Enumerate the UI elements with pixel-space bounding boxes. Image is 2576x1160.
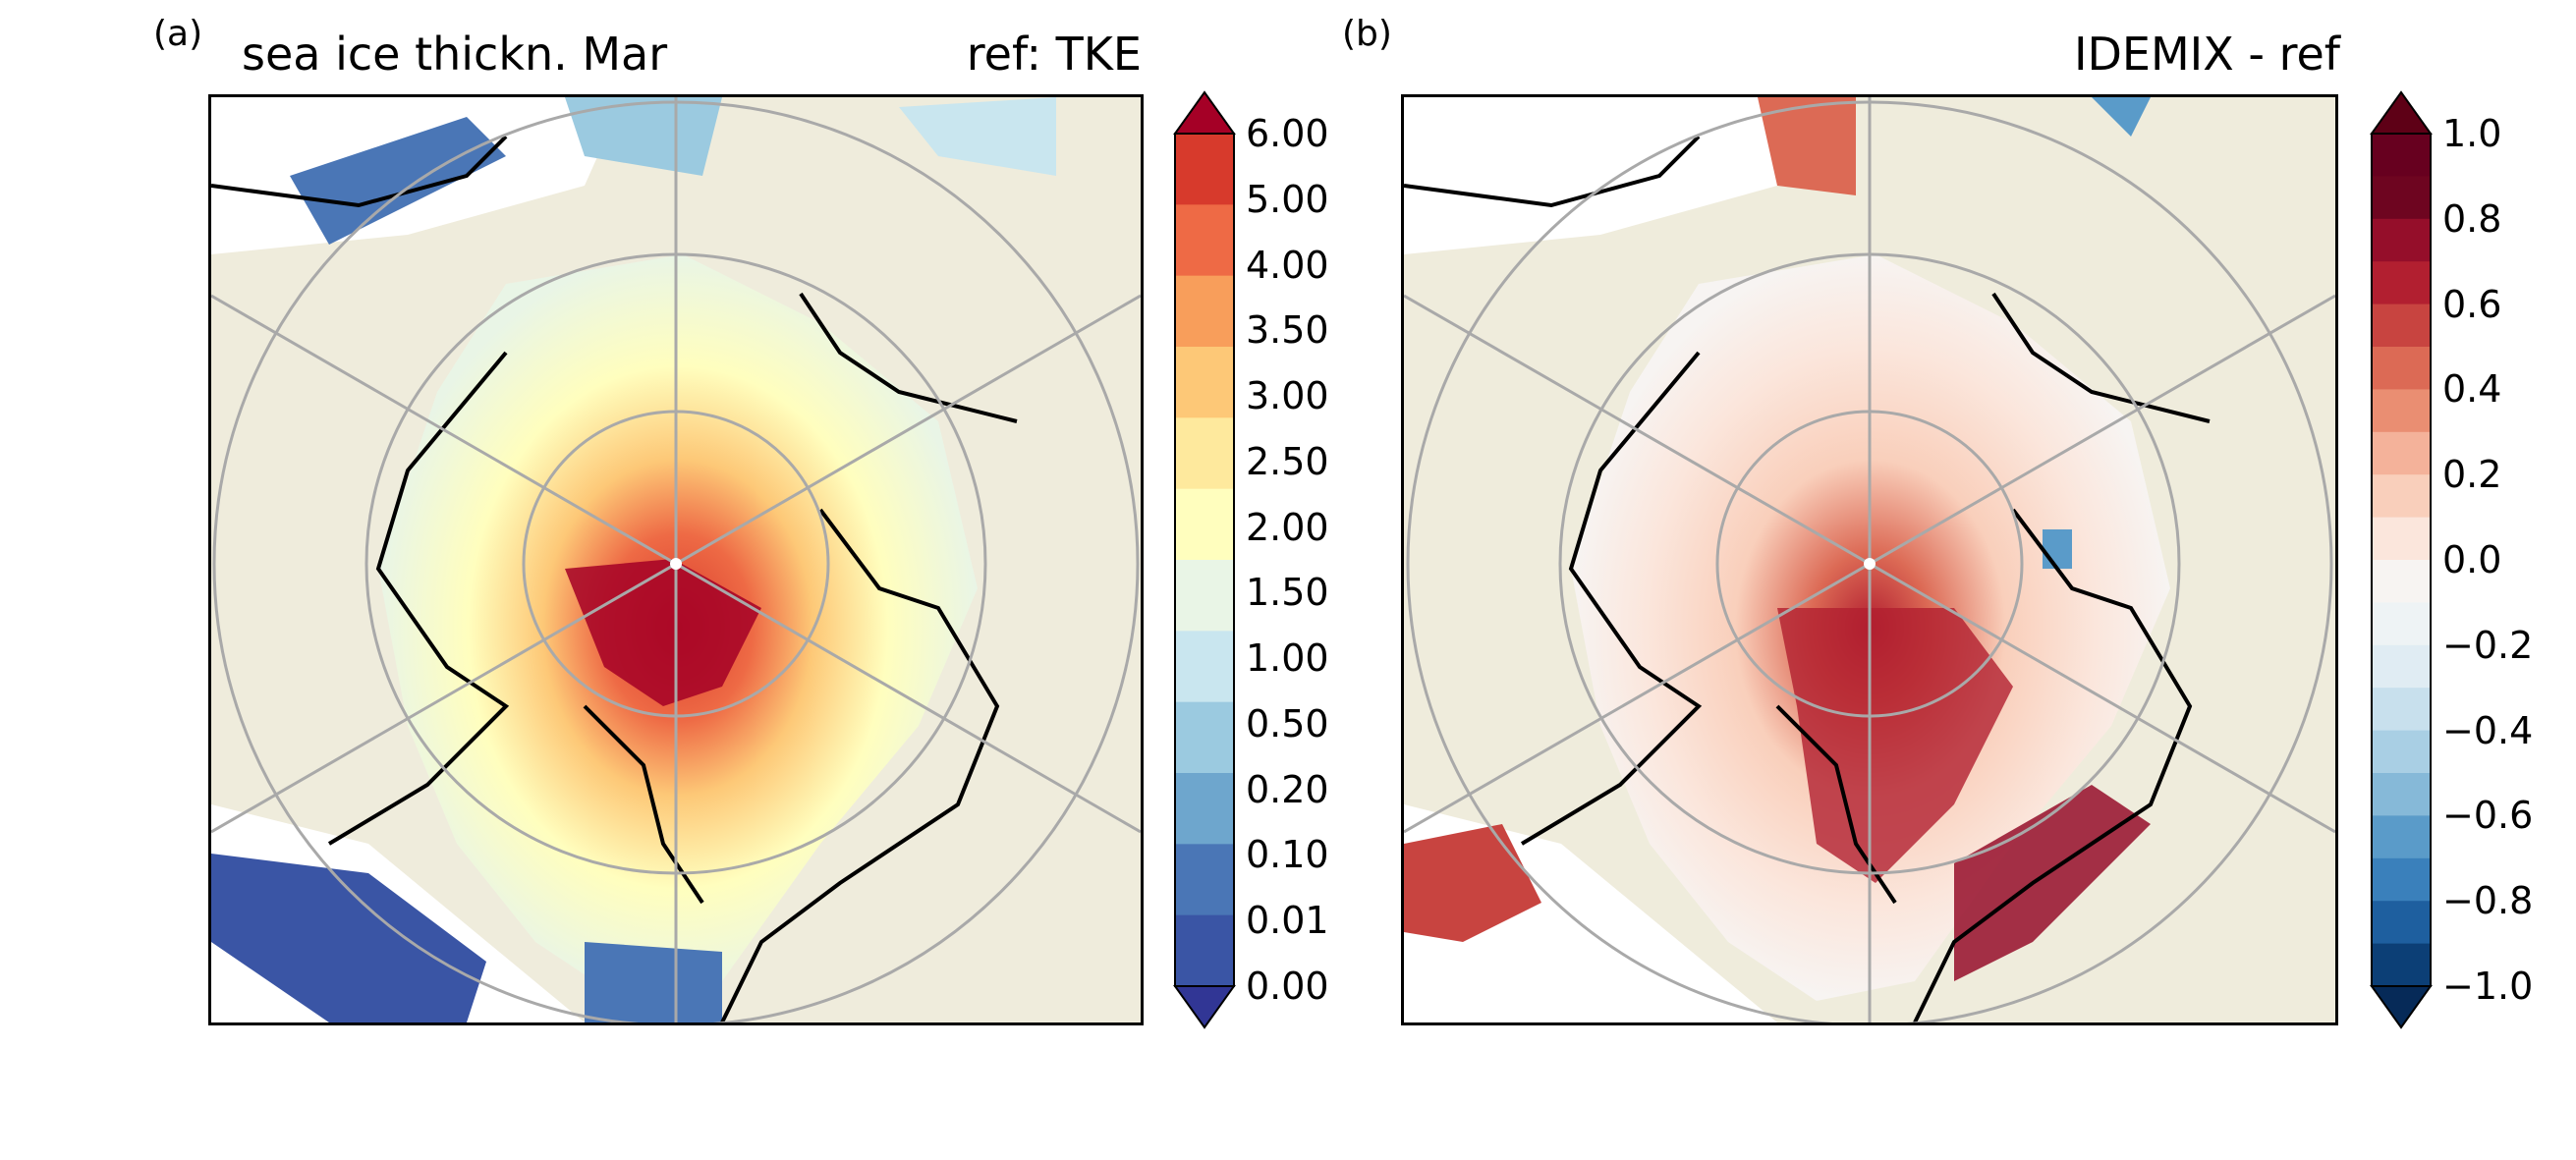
north-pole-marker	[670, 558, 682, 570]
panel-b-colorbar-tick-label: −0.4	[2442, 708, 2534, 752]
panel-b-colorbar-segment	[2372, 815, 2431, 859]
panel-a-colorbar-segment	[1175, 347, 1234, 418]
thick-ice-region	[565, 559, 761, 706]
panel-a-colorbar-tick-label: 0.20	[1246, 767, 1329, 811]
panel-b-colorbar-tick-label: −0.8	[2442, 879, 2534, 923]
panel-b-colorbar-segment	[2372, 943, 2431, 987]
panel-b-colorbar-tick-label: 0.2	[2442, 453, 2502, 497]
panel-b-colorbar-tick-label: −0.2	[2442, 623, 2534, 667]
panel-a-colorbar-border	[1174, 133, 1235, 987]
panel-b-colorbar-tick-label: 0.4	[2442, 367, 2502, 412]
ice-band-south	[585, 942, 722, 1022]
panel-b-colorbar-segment	[2372, 644, 2431, 689]
panel-a-colorbar-segment	[1175, 204, 1234, 277]
panel-b-tag: (b)	[1342, 14, 1392, 54]
north-pole-marker	[1864, 558, 1876, 570]
ice-band-topright	[899, 97, 1056, 176]
panel-b-colorbar-segment	[2372, 134, 2431, 177]
panel-a-colorbar-tick-label: 0.10	[1246, 833, 1329, 877]
panel-a-colorbar-tick-label: 1.00	[1246, 636, 1329, 681]
panel-a-colorbar-svg	[1173, 90, 1236, 1029]
positive-anomaly-region-north	[1758, 97, 1856, 195]
negative-anomaly-spot	[2043, 529, 2072, 569]
panel-b-colorbar-segment	[2372, 218, 2431, 262]
panel-a-colorbar-segment	[1175, 488, 1234, 561]
ice-band-southwest	[211, 854, 486, 1022]
panel-b-colorbar-over-extension	[2370, 90, 2433, 135]
positive-anomaly-region-west	[1404, 824, 1541, 942]
panel-b-colorbar-segment	[2372, 688, 2431, 732]
panel-b-colorbar-segment	[2372, 517, 2431, 561]
panel-b-colorbar-tick-label: 0.6	[2442, 282, 2502, 326]
panel-b-colorbar-segment	[2372, 389, 2431, 433]
panel-a-colorbar-segment	[1175, 560, 1234, 632]
panel-b-colorbar-tick-label: 1.0	[2442, 112, 2502, 155]
panel-b-colorbar-segment	[2372, 730, 2431, 774]
panel-a-colorbar-segment	[1175, 914, 1234, 987]
panel-a-colorbar	[1173, 90, 1236, 1029]
panel-b-colorbar-segment	[2372, 901, 2431, 945]
panel-b-colorbar-border	[2371, 133, 2432, 987]
panel-a-colorbar-segment	[1175, 773, 1234, 845]
panel-a-colorbar-segment	[1175, 631, 1234, 703]
panel-a-colorbar-segment	[1175, 844, 1234, 916]
panel-b-colorbar-tick-label: −0.6	[2442, 794, 2534, 838]
panel-b-colorbar-segment	[2372, 474, 2431, 519]
panel-a-ref-label: ref: TKE	[966, 28, 1142, 81]
ocean-north	[1404, 97, 1817, 254]
coastlines	[211, 135, 1018, 1022]
panel-a-colorbar-segment	[1175, 701, 1234, 774]
panel-b-colorbar-segment	[2372, 857, 2431, 902]
panel-a-colorbar-tick-label: 2.00	[1246, 505, 1329, 549]
panel-a-colorbar-tick-label: 2.50	[1246, 439, 1329, 483]
coastlines	[1404, 135, 2211, 1022]
panel-a-colorbar-tick-label: 3.00	[1246, 374, 1329, 418]
panel-b-map	[1401, 94, 2338, 1025]
panel-b-colorbar-tick-label: −1.0	[2442, 965, 2534, 1008]
ice-band-top	[565, 97, 722, 176]
panel-b-colorbar-segment	[2372, 304, 2431, 348]
panel-a-colorbar-tick-label: 0.00	[1246, 965, 1329, 1008]
panel-b-colorbar-svg	[2370, 90, 2433, 1029]
panel-a-colorbar-tick-label: 3.50	[1246, 308, 1329, 353]
panel-b-map-svg	[1404, 97, 2335, 1022]
panel-a-colorbar-tick-label: 1.50	[1246, 571, 1329, 615]
panel-b-colorbar-segment	[2372, 176, 2431, 220]
panel-a-colorbar-tick-label: 6.00	[1246, 112, 1329, 155]
negative-anomaly-region-north	[2092, 97, 2151, 137]
panel-b-colorbar-segment	[2372, 560, 2431, 603]
panel-a-colorbar-under-extension	[1173, 985, 1236, 1029]
panel-a-colorbar-segment	[1175, 134, 1234, 205]
panel-a-colorbar-segment	[1175, 275, 1234, 348]
ice-band-north	[290, 117, 506, 245]
panel-a-colorbar-segment	[1175, 417, 1234, 490]
panel-a-colorbar-tick-label: 4.00	[1246, 243, 1329, 287]
panel-b-colorbar-segment	[2372, 261, 2431, 305]
panel-b-title: IDEMIX - ref	[2073, 28, 2340, 81]
positive-anomaly-region-south	[1954, 785, 2151, 981]
panel-b-colorbar-under-extension	[2370, 985, 2433, 1029]
panel-a-map	[208, 94, 1144, 1025]
positive-anomaly-region	[1777, 608, 2013, 883]
panel-b-colorbar-segment	[2372, 431, 2431, 475]
panel-b-colorbar-segment	[2372, 602, 2431, 646]
panel-a-map-svg	[211, 97, 1141, 1022]
panel-b-colorbar	[2370, 90, 2433, 1029]
panel-a-title: sea ice thickn. Mar	[242, 28, 668, 81]
panel-a-colorbar-tick-label: 5.00	[1246, 177, 1329, 221]
panel-a-colorbar-tick-label: 0.01	[1246, 899, 1329, 943]
panel-b-colorbar-segment	[2372, 347, 2431, 390]
panel-b-colorbar-tick-label: 0.8	[2442, 196, 2502, 241]
panel-b-colorbar-segment	[2372, 773, 2431, 816]
panel-a-colorbar-tick-label: 0.50	[1246, 701, 1329, 746]
panel-a-tag: (a)	[153, 14, 203, 54]
panel-b-colorbar-tick-label: 0.0	[2442, 538, 2502, 581]
panel-a-colorbar-over-extension	[1173, 90, 1236, 135]
